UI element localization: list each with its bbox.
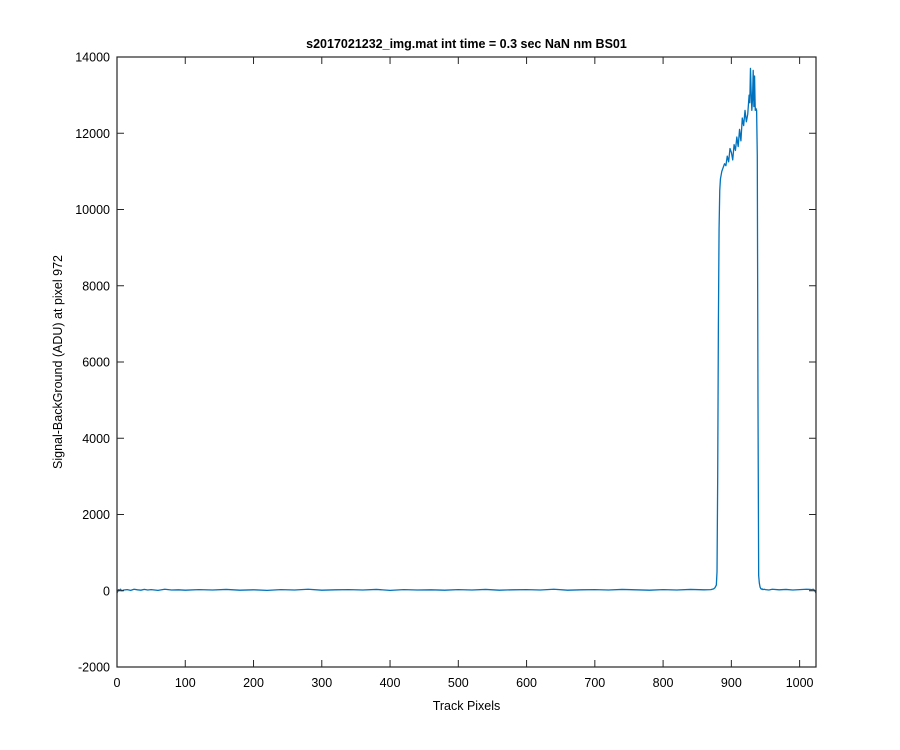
y-tick-label: 4000 <box>82 432 110 446</box>
series-line-1 <box>116 67 817 594</box>
x-tick-label: 600 <box>516 676 537 690</box>
x-tick-label: 1000 <box>786 676 814 690</box>
plot-area <box>117 57 816 667</box>
data-layer <box>116 67 817 594</box>
x-tick-label: 0 <box>114 676 121 690</box>
y-tick-label: 14000 <box>75 51 110 65</box>
y-tick-label: 10000 <box>75 203 110 217</box>
y-tick-label: 12000 <box>75 127 110 141</box>
ticks-layer: 0 100 200 300 400 500 600 700 800 900 1000 -2000 0 20… <box>75 51 816 690</box>
x-tick-label: 800 <box>653 676 674 690</box>
y-tick-label: 6000 <box>82 356 110 370</box>
x-tick-label: 300 <box>311 676 332 690</box>
x-tick-label: 500 <box>448 676 469 690</box>
x-tick-label: 400 <box>380 676 401 690</box>
chart-title: s2017021232_img.mat int time = 0.3 sec N… <box>306 37 627 51</box>
x-tick-label: 200 <box>243 676 264 690</box>
y-tick-label: 2000 <box>82 508 110 522</box>
y-axis-title: Signal-BackGround (ADU) at pixel 972 <box>51 255 65 469</box>
x-tick-label: 700 <box>584 676 605 690</box>
x-tick-label: 900 <box>721 676 742 690</box>
y-tick-label: -2000 <box>78 661 110 675</box>
y-tick-label: 0 <box>103 584 110 598</box>
x-tick-label: 100 <box>175 676 196 690</box>
y-tick-label: 8000 <box>82 279 110 293</box>
x-axis-title: Track Pixels <box>433 699 501 713</box>
